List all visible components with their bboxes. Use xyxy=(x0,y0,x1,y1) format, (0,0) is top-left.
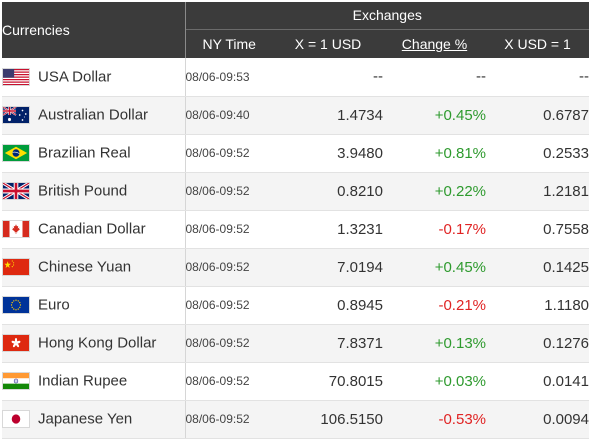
ny-time-cell: 08/06-09:52 xyxy=(185,248,273,287)
currency-name[interactable]: Hong Kong Dollar xyxy=(38,334,157,352)
currency-name-cell[interactable]: Japanese Yen xyxy=(2,400,186,439)
australia-flag-icon xyxy=(2,106,30,125)
ny-time-cell: 08/06-09:52 xyxy=(185,134,273,173)
change-pct-sort-link[interactable]: Change % xyxy=(401,35,468,52)
change-pct-cell: -0.21% xyxy=(383,286,486,325)
japan-flag-icon xyxy=(2,410,30,429)
ny-time-cell: 08/06-09:52 xyxy=(185,172,273,211)
currency-row[interactable]: Australian Dollar 08/06-09:40 1.4734 +0.45%… xyxy=(2,96,589,135)
currency-name[interactable]: USA Dollar xyxy=(38,68,112,86)
currency-name-cell[interactable]: Hong Kong Dollar xyxy=(2,324,186,363)
change-pct-cell: +0.81% xyxy=(383,134,486,173)
change-pct-cell: -0.17% xyxy=(383,210,486,249)
ny-time-cell: 08/06-09:52 xyxy=(185,286,273,325)
currency-name[interactable]: Euro xyxy=(38,296,70,314)
ny-time-cell: 08/06-09:53 xyxy=(185,58,273,97)
x-per-usd-cell: 7.0194 xyxy=(273,248,383,287)
usd-per-x-cell: 0.1425 xyxy=(486,248,589,287)
currency-row[interactable]: Hong Kong Dollar 08/06-09:52 7.8371 +0.13% 0… xyxy=(2,324,589,363)
x-per-usd-cell: 106.5150 xyxy=(273,400,383,439)
currency-row[interactable]: Canadian Dollar 08/06-09:52 1.3231 -0.17% 0.… xyxy=(2,210,589,249)
eu-flag-icon xyxy=(2,296,30,315)
change-pct-cell: +0.13% xyxy=(383,324,486,363)
x-per-usd-cell: 7.8371 xyxy=(273,324,383,363)
usd-per-x-column-header: X USD = 1 xyxy=(486,29,589,58)
change-pct-cell: +0.03% xyxy=(383,362,486,401)
currency-row[interactable]: Indian Rupee 08/06-09:52 70.8015 +0.03% 0.01… xyxy=(2,362,589,401)
india-flag-icon xyxy=(2,372,30,391)
currency-name[interactable]: Indian Rupee xyxy=(38,372,128,390)
change-pct-column-header[interactable]: Change % xyxy=(383,29,486,58)
currency-row[interactable]: USA Dollar 08/06-09:53 -- -- -- xyxy=(2,58,589,97)
usd-per-x-cell: 0.7558 xyxy=(486,210,589,249)
x-per-usd-cell: 1.3231 xyxy=(273,210,383,249)
ny-time-cell: 08/06-09:40 xyxy=(185,96,273,135)
brazil-flag-icon xyxy=(2,144,30,163)
ny-time-column-header: NY Time xyxy=(185,29,273,58)
hong-kong-flag-icon xyxy=(2,334,30,353)
ny-time-cell: 08/06-09:52 xyxy=(185,400,273,439)
currency-name[interactable]: Australian Dollar xyxy=(38,106,149,124)
ny-time-cell: 08/06-09:52 xyxy=(185,210,273,249)
change-pct-cell: +0.45% xyxy=(383,96,486,135)
usd-per-x-cell: 0.0094 xyxy=(486,400,589,439)
change-pct-cell: -0.53% xyxy=(383,400,486,439)
uk-flag-icon xyxy=(2,182,30,201)
currency-row[interactable]: Brazilian Real 08/06-09:52 3.9480 +0.81% 0.2… xyxy=(2,134,589,173)
currency-name-cell[interactable]: Chinese Yuan xyxy=(2,248,186,287)
usd-per-x-cell: 0.6787 xyxy=(486,96,589,135)
currency-row[interactable]: British Pound 08/06-09:52 0.8210 +0.22% 1.21… xyxy=(2,172,589,211)
x-per-usd-cell: 0.8210 xyxy=(273,172,383,211)
currency-name-cell[interactable]: USA Dollar xyxy=(2,58,186,97)
currency-name-cell[interactable]: Canadian Dollar xyxy=(2,210,186,249)
currencies-column-header: Currencies xyxy=(2,2,186,58)
usd-per-x-cell: 1.2181 xyxy=(486,172,589,211)
currency-name-cell[interactable]: Euro xyxy=(2,286,186,325)
currency-name-cell[interactable]: Brazilian Real xyxy=(2,134,186,173)
usd-per-x-cell: 1.1180 xyxy=(486,286,589,325)
x-per-usd-column-header: X = 1 USD xyxy=(273,29,383,58)
x-per-usd-cell: 0.8945 xyxy=(273,286,383,325)
china-flag-icon xyxy=(2,258,30,277)
x-per-usd-cell: -- xyxy=(273,58,383,97)
currency-name-cell[interactable]: Australian Dollar xyxy=(2,96,186,135)
exchanges-group-header: Exchanges xyxy=(185,2,589,30)
currency-name-cell[interactable]: British Pound xyxy=(2,172,186,211)
change-pct-cell: +0.22% xyxy=(383,172,486,211)
canada-flag-icon xyxy=(2,220,30,239)
currency-name[interactable]: Japanese Yen xyxy=(38,410,133,428)
currency-name[interactable]: Brazilian Real xyxy=(38,144,131,162)
currency-row[interactable]: Japanese Yen 08/06-09:52 106.5150 -0.53% 0.0… xyxy=(2,400,589,439)
currency-name-cell[interactable]: Indian Rupee xyxy=(2,362,186,401)
usd-per-x-cell: 0.1276 xyxy=(486,324,589,363)
currency-rows: USA Dollar 08/06-09:53 -- -- -- Australian Do… xyxy=(2,58,589,439)
x-per-usd-cell: 70.8015 xyxy=(273,362,383,401)
usd-per-x-cell: 0.2533 xyxy=(486,134,589,173)
usd-per-x-cell: -- xyxy=(486,58,589,97)
ny-time-cell: 08/06-09:52 xyxy=(185,324,273,363)
us-flag-icon xyxy=(2,67,30,86)
currency-name[interactable]: Canadian Dollar xyxy=(38,220,146,238)
currency-row[interactable]: Euro 08/06-09:52 0.8945 -0.21% 1.1180 xyxy=(2,286,589,325)
ny-time-cell: 08/06-09:52 xyxy=(185,362,273,401)
currency-name[interactable]: British Pound xyxy=(38,182,128,200)
change-pct-cell: -- xyxy=(383,58,486,97)
x-per-usd-cell: 3.9480 xyxy=(273,134,383,173)
currency-row[interactable]: Chinese Yuan 08/06-09:52 7.0194 +0.45% 0.142… xyxy=(2,248,589,287)
x-per-usd-cell: 1.4734 xyxy=(273,96,383,135)
change-pct-cell: +0.45% xyxy=(383,248,486,287)
usd-per-x-cell: 0.0141 xyxy=(486,362,589,401)
currency-name[interactable]: Chinese Yuan xyxy=(38,258,132,276)
